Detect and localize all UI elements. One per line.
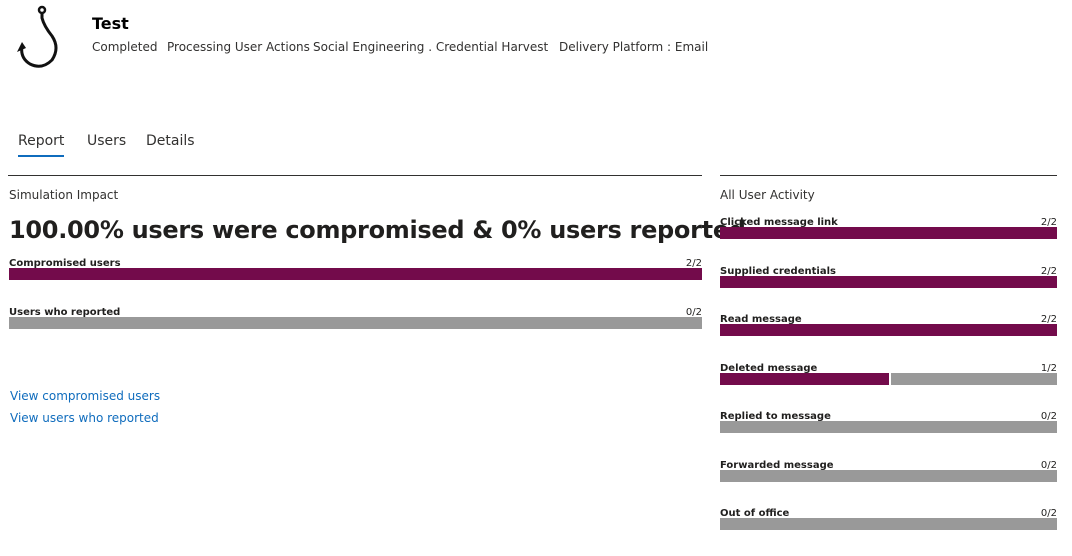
- row-count: 0/2: [685, 307, 702, 318]
- progress-fill: [720, 275, 1057, 288]
- row-count: 2/2: [685, 258, 702, 269]
- progress-bar: [720, 518, 1057, 530]
- row-label: Forwarded message: [720, 459, 834, 471]
- row-label: Clicked message link: [720, 217, 838, 228]
- progress-bar: [720, 372, 1057, 385]
- tab-users[interactable]: Users: [87, 133, 127, 149]
- progress-bar: [720, 469, 1057, 482]
- row-label: Replied to message: [720, 411, 831, 422]
- activity-heading: All User Activity: [720, 188, 815, 202]
- divider: [720, 175, 1057, 176]
- row-count: 2/2: [1040, 265, 1057, 277]
- fishing-hook-icon: [17, 5, 58, 68]
- row-count: 0/2: [1040, 508, 1057, 519]
- progress-fill: [720, 227, 1057, 239]
- impact-summary: 100.00% users were compromised & 0% user…: [9, 216, 746, 244]
- platform-text: Delivery Platform : Email: [559, 40, 709, 54]
- row-label: Read message: [720, 314, 802, 325]
- row-label: Compromised users: [9, 258, 121, 269]
- progress-fill: [720, 324, 1057, 336]
- row-count: 2/2: [1040, 314, 1057, 325]
- simulation-title: Test: [92, 14, 129, 33]
- impact-heading: Simulation Impact: [9, 188, 119, 202]
- progress-bar: [720, 275, 1057, 288]
- progress-fill: [720, 372, 891, 385]
- progress-bar: [9, 317, 702, 329]
- row-label: Deleted message: [720, 362, 818, 374]
- technique-text: Social Engineering . Credential Harvest: [313, 40, 549, 54]
- row-count: 1/2: [1040, 362, 1057, 374]
- view-users-who-reported-link[interactable]: View users who reported: [10, 411, 159, 425]
- progress-bar: [720, 421, 1057, 433]
- tab-details[interactable]: Details: [146, 133, 195, 149]
- view-compromised-users-link[interactable]: View compromised users: [10, 389, 161, 403]
- row-label: Out of office: [720, 508, 790, 519]
- row-label: Supplied credentials: [720, 265, 836, 277]
- row-label: Users who reported: [9, 307, 121, 318]
- progress-fill: [9, 268, 702, 280]
- row-count: 0/2: [1040, 411, 1057, 422]
- tab-report[interactable]: Report: [18, 133, 65, 157]
- progress-bar: [720, 324, 1057, 336]
- row-count: 0/2: [1040, 459, 1057, 471]
- status-text: Completed: [92, 40, 158, 54]
- progress-bar: [9, 268, 702, 280]
- row-count: 2/2: [1040, 217, 1057, 228]
- phase-text: Processing User Actions: [167, 40, 310, 54]
- divider: [8, 175, 702, 176]
- progress-bar: [720, 227, 1057, 239]
